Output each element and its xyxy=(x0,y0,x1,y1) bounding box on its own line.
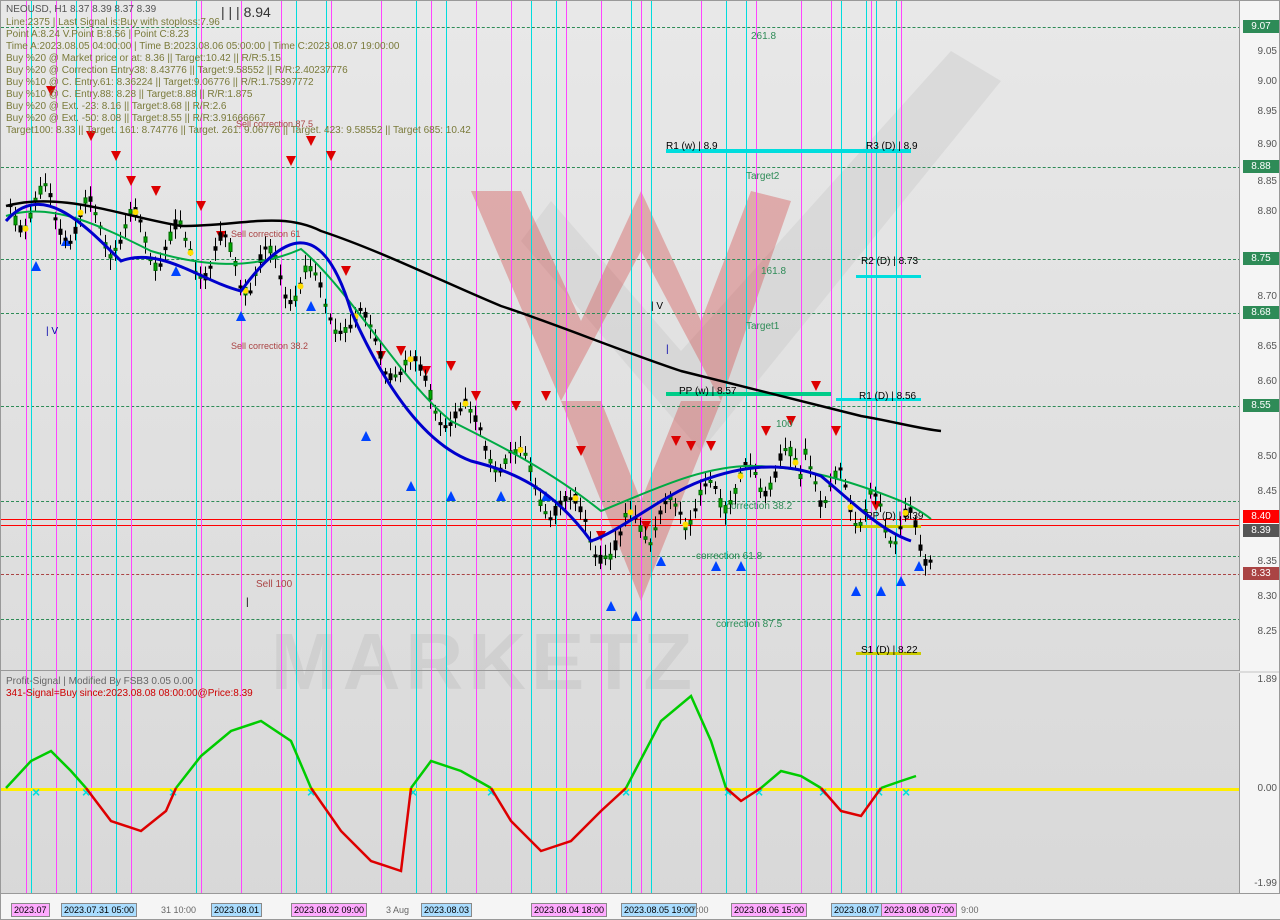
indicator-axis: 1.89 0.00 -1.99 xyxy=(1239,673,1279,893)
price-tick: 8.35 xyxy=(1258,556,1277,567)
time-label: 7:00 xyxy=(691,905,709,915)
price-tick: 8.90 xyxy=(1258,139,1277,150)
price-tag: 8.55 xyxy=(1243,399,1279,412)
indicator-tick: 1.89 xyxy=(1258,674,1277,685)
chart-container: MARKETZ 261.8R1 (w) | 8.9R3 (D) | 8.9Tar… xyxy=(0,0,1280,920)
time-axis: 2023.07 2023.07.31 05:00 31 10:00 2023.08.0… xyxy=(1,893,1280,919)
time-label: 2023.07 xyxy=(11,903,50,917)
price-tick: 8.95 xyxy=(1258,106,1277,117)
time-label: 31 10:00 xyxy=(161,905,196,915)
time-label: 2023.08.03 xyxy=(421,903,472,917)
time-label: 3 Aug xyxy=(386,905,409,915)
price-tag: 8.75 xyxy=(1243,252,1279,265)
indicator-chart[interactable]: Profit-Signal | Modified By FSB3 0.05 0.… xyxy=(1,673,1241,893)
moving-averages xyxy=(1,1,1241,671)
time-label: 2023.08.08 07:00 xyxy=(881,903,957,917)
price-tick: 8.30 xyxy=(1258,591,1277,602)
price-tick: 8.50 xyxy=(1258,451,1277,462)
price-tick: 8.25 xyxy=(1258,626,1277,637)
price-tick: 9.00 xyxy=(1258,76,1277,87)
time-label: 2023.08.02 09:00 xyxy=(291,903,367,917)
time-label: 2023.08.01 xyxy=(211,903,262,917)
time-label: 9:00 xyxy=(961,905,979,915)
price-axis: 9.05 9.00 8.95 8.90 8.85 8.80 8.75 8.70 8.65 8.60… xyxy=(1239,1,1279,671)
price-tag: 8.88 xyxy=(1243,160,1279,173)
time-label: 2023.08.05 19:00 xyxy=(621,903,697,917)
price-tick: 8.60 xyxy=(1258,376,1277,387)
price-tag: 8.68 xyxy=(1243,306,1279,319)
main-chart[interactable]: 261.8R1 (w) | 8.9R3 (D) | 8.9Target2161.… xyxy=(1,1,1241,671)
price-tick: 8.85 xyxy=(1258,176,1277,187)
price-tick: 8.80 xyxy=(1258,206,1277,217)
indicator-tick: -1.99 xyxy=(1254,878,1277,889)
time-label: 2023.08.04 18:00 xyxy=(531,903,607,917)
time-label: 2023.08.06 15:00 xyxy=(731,903,807,917)
time-label: 2023.07.31 05:00 xyxy=(61,903,137,917)
price-tag: 8.39 xyxy=(1243,524,1279,537)
indicator-tick: 0.00 xyxy=(1258,783,1277,794)
price-tag: 8.33 xyxy=(1243,567,1279,580)
indicator-lines xyxy=(1,673,1241,893)
price-tag: 9.07 xyxy=(1243,20,1279,33)
price-tick: 9.05 xyxy=(1258,46,1277,57)
time-label: 2023.08.07 xyxy=(831,903,882,917)
price-tick: 8.45 xyxy=(1258,486,1277,497)
price-tick: 8.70 xyxy=(1258,291,1277,302)
price-tag: 8.40 xyxy=(1243,510,1279,523)
price-tick: 8.65 xyxy=(1258,341,1277,352)
